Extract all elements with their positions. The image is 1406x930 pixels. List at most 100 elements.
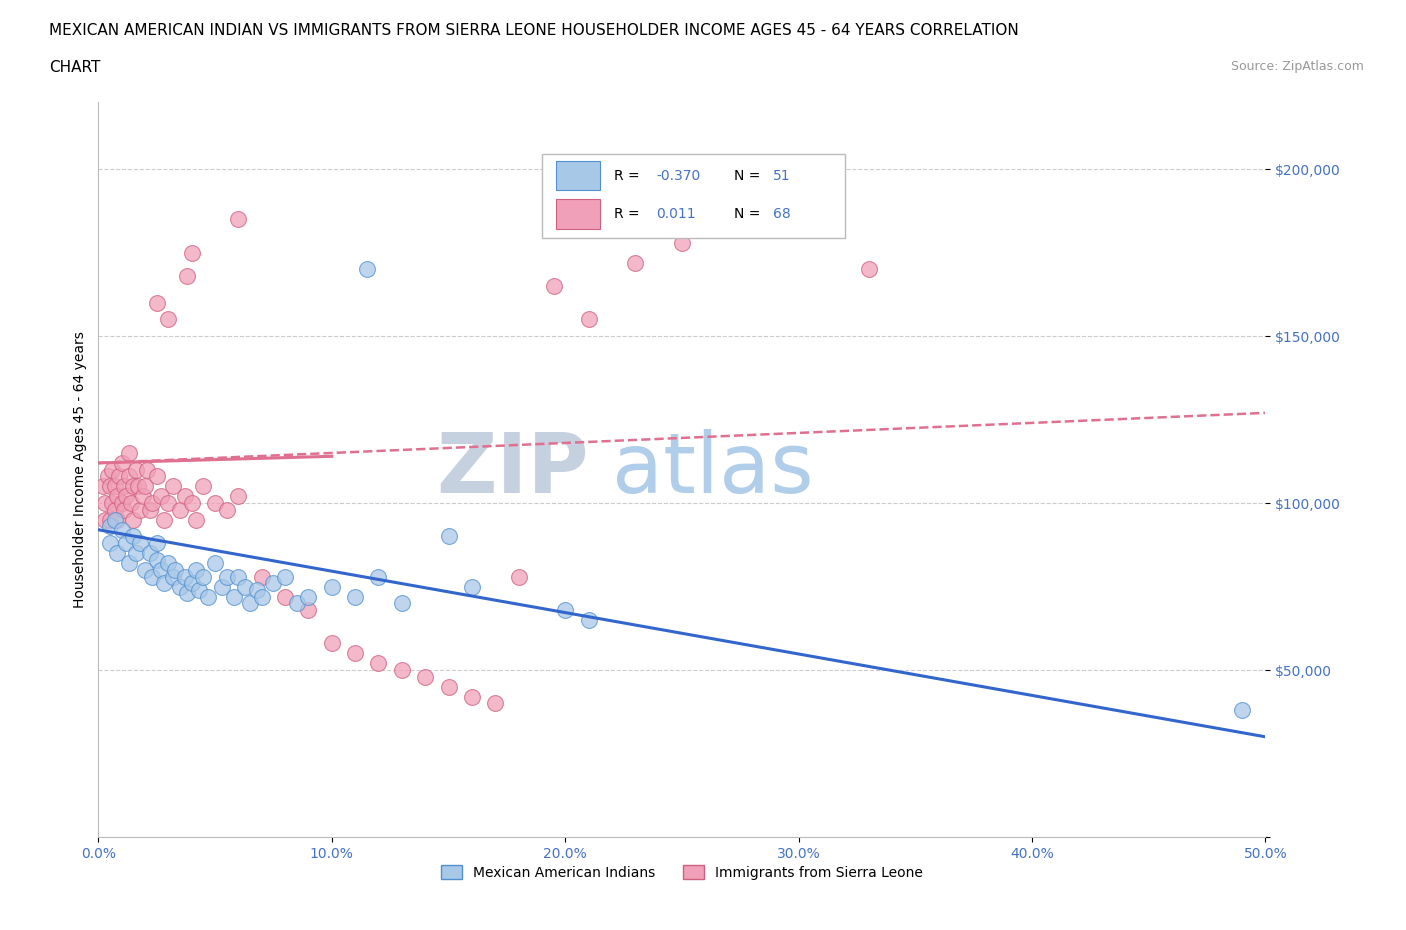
Point (122, 512, 145, 527)
Point (101, 462, 124, 477)
Point (344, 646, 367, 661)
Point (139, 502, 162, 517)
Point (187, 582, 209, 597)
Point (157, 556, 180, 571)
Point (169, 502, 191, 517)
Text: 0.011: 0.011 (657, 207, 696, 221)
Point (165, 563, 187, 578)
Point (186, 563, 208, 578)
Point (98, 519, 121, 534)
Point (125, 546, 148, 561)
Text: R =: R = (614, 207, 644, 221)
Point (94, 512, 117, 527)
Point (717, 219, 740, 233)
Point (115, 536, 138, 551)
Point (115, 489, 138, 504)
Point (484, 696, 506, 711)
Point (173, 489, 195, 504)
Point (118, 445, 141, 460)
Point (1230, 703, 1253, 718)
Point (858, 262, 880, 277)
Point (250, 589, 273, 604)
Point (246, 582, 269, 597)
Point (176, 269, 198, 284)
Point (262, 576, 284, 591)
Point (367, 569, 389, 584)
Point (274, 589, 297, 604)
Point (111, 496, 134, 511)
Text: N =: N = (734, 207, 765, 221)
Point (391, 596, 413, 611)
Text: 51: 51 (773, 168, 790, 183)
Point (105, 546, 128, 561)
Point (136, 462, 159, 477)
Point (321, 579, 343, 594)
Point (197, 589, 219, 604)
Text: ZIP: ZIP (436, 429, 589, 511)
Point (98, 536, 121, 551)
Point (152, 512, 174, 527)
Point (169, 579, 191, 594)
Point (285, 596, 308, 611)
Point (250, 569, 273, 584)
Point (239, 596, 262, 611)
Point (437, 529, 460, 544)
Point (105, 512, 128, 527)
Point (176, 586, 198, 601)
Point (787, 212, 810, 227)
Text: Source: ZipAtlas.com: Source: ZipAtlas.com (1230, 60, 1364, 73)
Point (180, 576, 202, 591)
Point (112, 479, 135, 494)
Point (578, 613, 600, 628)
Point (105, 489, 128, 504)
Point (125, 462, 148, 477)
Point (204, 556, 226, 571)
Point (461, 579, 484, 594)
Point (146, 552, 169, 567)
Point (118, 469, 141, 484)
Point (101, 496, 124, 511)
Point (186, 512, 208, 527)
Point (671, 235, 693, 250)
Point (146, 469, 169, 484)
Point (152, 576, 174, 591)
Point (508, 569, 530, 584)
FancyBboxPatch shape (555, 161, 600, 191)
Point (134, 563, 156, 578)
Point (118, 556, 141, 571)
Point (180, 496, 202, 511)
Point (297, 589, 319, 604)
FancyBboxPatch shape (541, 153, 845, 238)
Point (112, 502, 135, 517)
Point (211, 579, 233, 594)
Point (91, 479, 114, 494)
Point (235, 579, 257, 594)
Legend: Mexican American Indians, Immigrants from Sierra Leone: Mexican American Indians, Immigrants fro… (436, 859, 928, 885)
Point (228, 212, 250, 227)
Point (150, 563, 173, 578)
Point (132, 489, 155, 504)
Point (222, 589, 245, 604)
Point (274, 569, 297, 584)
Point (129, 536, 152, 551)
Point (180, 246, 202, 260)
Point (554, 603, 576, 618)
Point (129, 502, 152, 517)
Point (193, 479, 215, 494)
Point (437, 679, 460, 694)
Point (127, 479, 149, 494)
Point (139, 546, 162, 561)
Point (461, 689, 484, 704)
Point (111, 456, 134, 471)
Point (193, 569, 215, 584)
Point (543, 279, 565, 294)
Point (120, 496, 142, 511)
Point (141, 569, 163, 584)
Point (228, 569, 250, 584)
Point (157, 312, 180, 326)
Point (111, 523, 134, 538)
Point (122, 479, 145, 494)
Point (146, 295, 169, 310)
Text: N =: N = (734, 168, 765, 183)
Point (141, 496, 163, 511)
